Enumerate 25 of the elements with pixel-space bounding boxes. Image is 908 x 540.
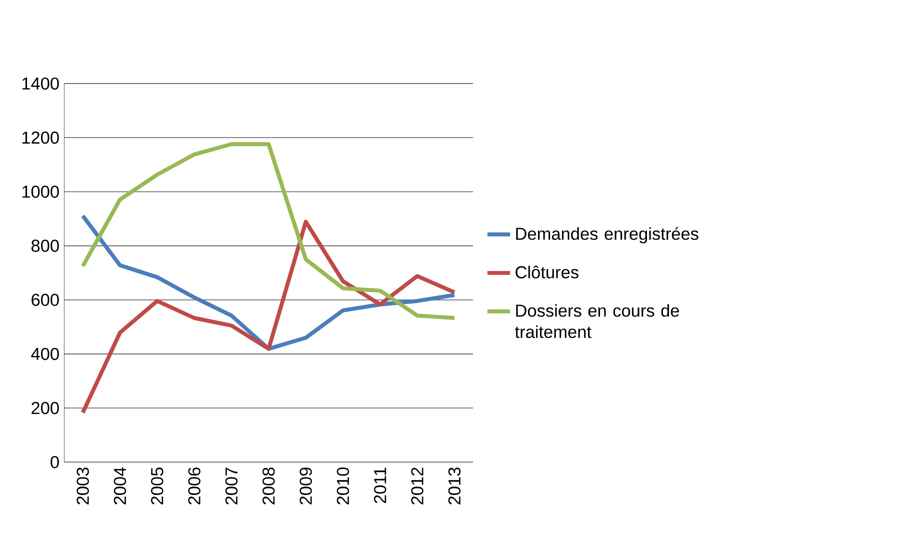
y-tick-label: 1000: [22, 186, 59, 198]
y-tick-label: 1400: [22, 78, 59, 90]
legend-label: Demandes enregistrées: [516, 227, 698, 244]
x-tick-label: 2010: [336, 468, 350, 505]
x-tick-label: 2013: [448, 468, 461, 505]
legend-label: Dossiers en cours de traitement: [515, 304, 679, 338]
x-tick-label: 2004: [114, 468, 126, 505]
line-series: [80, 214, 456, 352]
y-tick-label: 800: [31, 240, 59, 252]
x-tick-label: 2006: [188, 468, 200, 505]
y-tick-label: 600: [32, 294, 59, 306]
x-tick-label: 2011: [374, 468, 386, 504]
x-tick-label: 2009: [300, 468, 312, 505]
y-tick-label: 200: [32, 402, 59, 414]
line-series: [80, 220, 456, 415]
x-tick-label: 2008: [262, 468, 275, 505]
x-tick-label: 2005: [151, 468, 164, 505]
line-series: [80, 142, 456, 320]
x-tick-label: 2012: [411, 468, 424, 505]
x-tick-label: 2003: [76, 468, 89, 505]
y-tick-label: 400: [31, 348, 59, 360]
y-tick-label: 1200: [22, 132, 59, 144]
x-tick-label: 2007: [225, 468, 238, 505]
y-tick-label: 0: [50, 456, 59, 468]
legend-label: Clôtures: [516, 266, 578, 279]
